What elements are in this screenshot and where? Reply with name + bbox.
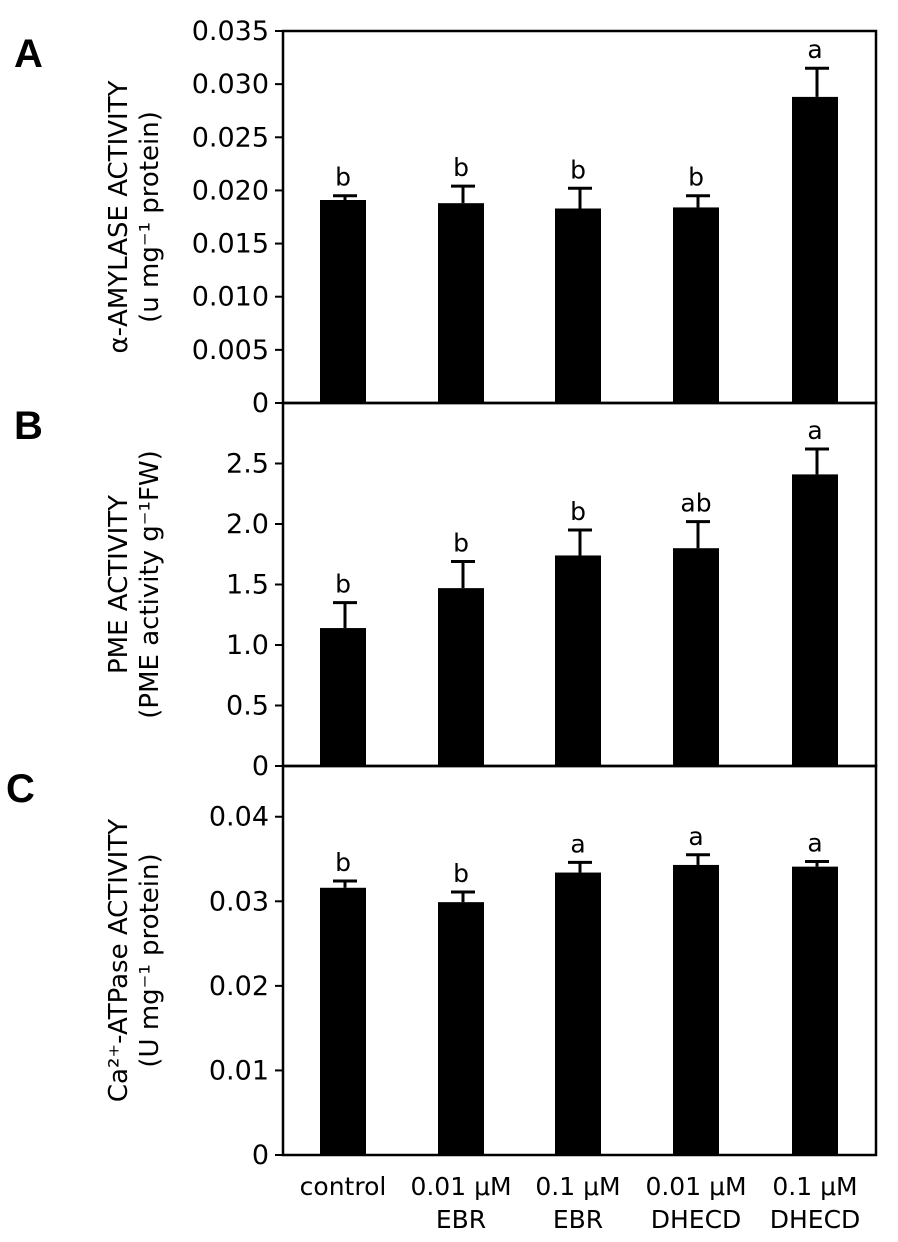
- panel-a: 0 0.005 0.010 0.015 0.020 0.025 0.030 0.035 b b b b…: [14, 16, 878, 419]
- y-axis-label: PME ACTIVITY (PME activity g⁻¹FW): [104, 450, 165, 719]
- y-tick-label: 0.025: [192, 122, 269, 153]
- bar: [673, 548, 719, 766]
- y-tick-label: 0.04: [209, 802, 269, 833]
- x-axis-categories: control 0.01 μM EBR 0.1 μM EBR 0.01 μM DHECD 0.…: [300, 1172, 861, 1234]
- bar: [438, 902, 484, 1155]
- y-axis-label-line1: PME ACTIVITY: [104, 495, 134, 674]
- x-tick-label-line2: EBR: [553, 1205, 603, 1234]
- y-tick-label: 1.5: [226, 570, 269, 601]
- significance-letter: a: [807, 829, 822, 858]
- y-tick-label: 2.0: [226, 509, 269, 540]
- significance-letter: b: [453, 859, 469, 888]
- significance-letter: b: [570, 497, 586, 526]
- y-tick-label: 0.015: [192, 229, 269, 260]
- y-tick-label: 2.5: [226, 449, 269, 480]
- bar: [792, 474, 838, 766]
- significance-letter: b: [335, 570, 351, 599]
- y-axis-label-line2: (u mg⁻¹ protein): [135, 111, 165, 323]
- y-tick-label: 0.005: [192, 335, 269, 366]
- y-tick-label: 0.010: [192, 282, 269, 313]
- significance-letter: a: [688, 822, 703, 851]
- x-tick-label-line2: EBR: [436, 1205, 486, 1234]
- x-tick-label: 0.01 μM: [410, 1172, 511, 1201]
- x-tick-label: 0.1 μM: [772, 1172, 857, 1201]
- significance-letter: b: [453, 529, 469, 558]
- y-tick-label: 0: [252, 751, 269, 782]
- significance-letter: a: [570, 829, 585, 858]
- y-tick-label: 0.03: [209, 886, 269, 917]
- y-axis-label-line1: α-AMYLASE ACTIVITY: [104, 80, 134, 353]
- bar: [555, 208, 601, 403]
- bar: [673, 207, 719, 403]
- panel-label: B: [14, 404, 43, 448]
- panel-b: 0 0.5 1.0 1.5 2.0 2.5 b b b ab a B PME ACTIVITY (PME …: [14, 401, 878, 782]
- bar: [320, 199, 366, 403]
- y-tick-label: 0.030: [192, 69, 269, 100]
- bar: [438, 588, 484, 766]
- y-tick-label: 0: [252, 1140, 269, 1171]
- y-axis-label-line1: Ca²⁺-ATPase ACTIVITY: [104, 819, 134, 1102]
- bar: [320, 628, 366, 766]
- significance-letter: a: [807, 416, 822, 445]
- panel-c: 0 0.01 0.02 0.03 0.04 b b a a a C Ca²⁺-ATPase ACTIV…: [6, 764, 878, 1171]
- y-axis-label: α-AMYLASE ACTIVITY (u mg⁻¹ protein): [104, 80, 165, 353]
- significance-letter: b: [453, 153, 469, 182]
- y-axis-label-line2: (U mg⁻¹ protein): [135, 853, 165, 1067]
- y-tick-label: 0.01: [209, 1055, 269, 1086]
- panel-label: C: [6, 767, 35, 811]
- bar: [792, 96, 838, 403]
- y-tick-label: 0.035: [192, 16, 269, 47]
- significance-letter: b: [688, 163, 704, 192]
- significance-letter: b: [335, 848, 351, 877]
- x-tick-label: 0.01 μM: [645, 1172, 746, 1201]
- significance-letter: a: [807, 35, 822, 64]
- bar: [555, 555, 601, 766]
- bar: [555, 872, 601, 1155]
- y-tick-label: 0.020: [192, 175, 269, 206]
- x-tick-label: control: [300, 1172, 387, 1201]
- significance-letter: b: [570, 155, 586, 184]
- y-tick-label: 0.02: [209, 971, 269, 1002]
- y-axis-label-line2: (PME activity g⁻¹FW): [135, 450, 165, 719]
- y-tick-label: 0: [252, 388, 269, 419]
- x-tick-label: 0.1 μM: [535, 1172, 620, 1201]
- y-axis-label: Ca²⁺-ATPase ACTIVITY (U mg⁻¹ protein): [104, 819, 165, 1102]
- panel-label: A: [14, 32, 43, 76]
- bar: [320, 887, 366, 1155]
- x-tick-label-line2: DHECD: [770, 1205, 861, 1234]
- y-tick-label: 0.5: [226, 691, 269, 722]
- bar: [673, 864, 719, 1155]
- y-tick-label: 1.0: [226, 630, 269, 661]
- significance-letter: ab: [680, 489, 711, 518]
- significance-letter: b: [335, 163, 351, 192]
- x-tick-label-line2: DHECD: [651, 1205, 742, 1234]
- bar: [438, 203, 484, 403]
- bar: [792, 866, 838, 1155]
